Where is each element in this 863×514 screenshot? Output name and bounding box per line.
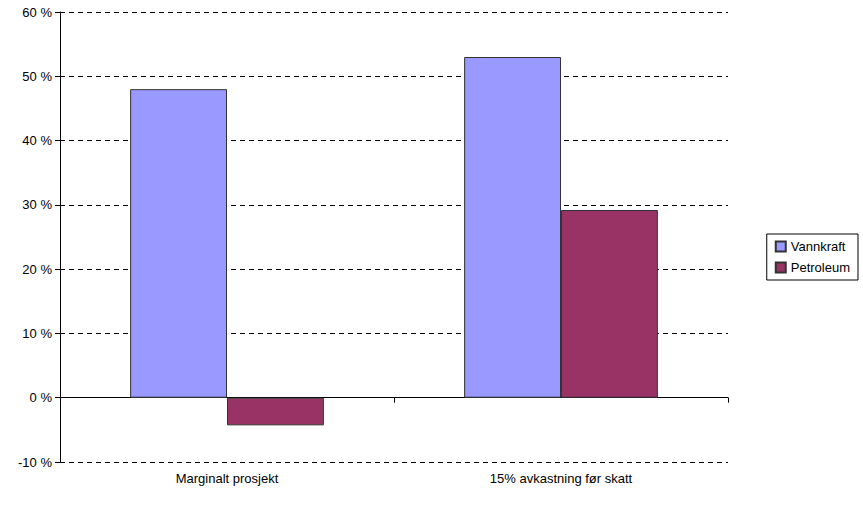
svg-text:10 %: 10 % [22,326,52,341]
svg-text:Marginalt prosjekt: Marginalt prosjekt [176,471,279,486]
svg-text:40 %: 40 % [22,133,52,148]
svg-text:20 %: 20 % [22,262,52,277]
svg-text:15% avkastning før skatt: 15% avkastning før skatt [490,471,633,486]
svg-text:0 %: 0 % [30,390,53,405]
svg-text:Petroleum: Petroleum [791,260,850,275]
svg-text:30 %: 30 % [22,197,52,212]
svg-text:50 %: 50 % [22,69,52,84]
svg-text:Vannkraft: Vannkraft [791,239,846,254]
svg-text:60 %: 60 % [22,5,52,20]
svg-text:-10 %: -10 % [18,455,52,470]
